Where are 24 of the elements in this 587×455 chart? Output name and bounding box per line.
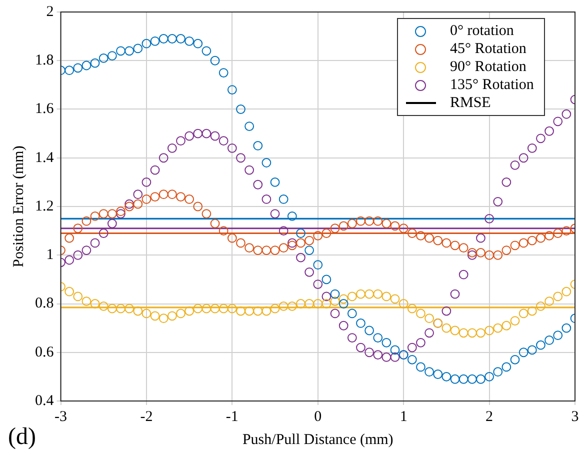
text: (d) — [8, 424, 36, 450]
x-tick-label: 0 — [314, 408, 322, 425]
y-tick-label: 2 — [46, 4, 54, 20]
y-tick-label: 1.4 — [35, 150, 54, 166]
y-axis-title: Position Error (mm) — [10, 146, 27, 268]
x-tick-label: -1 — [226, 408, 238, 425]
y-tick-label: 1.8 — [35, 52, 54, 69]
x-axis-title: Push/Pull Distance (mm) — [242, 432, 394, 448]
x-tick-label: 1 — [400, 408, 408, 425]
legend-label: 135° Rotation — [450, 76, 534, 94]
legend-label: 90° Rotation — [450, 58, 526, 76]
x-tick-label: -2 — [140, 408, 153, 425]
y-tick-label: 0.6 — [35, 344, 54, 360]
x-tick-label: -3 — [54, 408, 67, 425]
y-tick-label: 0.8 — [35, 296, 54, 312]
legend-label: 45° Rotation — [450, 40, 526, 58]
x-tick-label: 3 — [571, 408, 579, 425]
legend-label: 0° rotation — [450, 22, 514, 40]
x-tick-label: 2 — [486, 408, 494, 425]
y-tick-label: 1.2 — [35, 198, 54, 214]
y-tick-label: 0.4 — [35, 392, 54, 409]
annotation: RMSE — [450, 94, 491, 112]
y-tick-label: 1.6 — [35, 101, 54, 118]
y-tick-label: 1 — [46, 247, 54, 264]
